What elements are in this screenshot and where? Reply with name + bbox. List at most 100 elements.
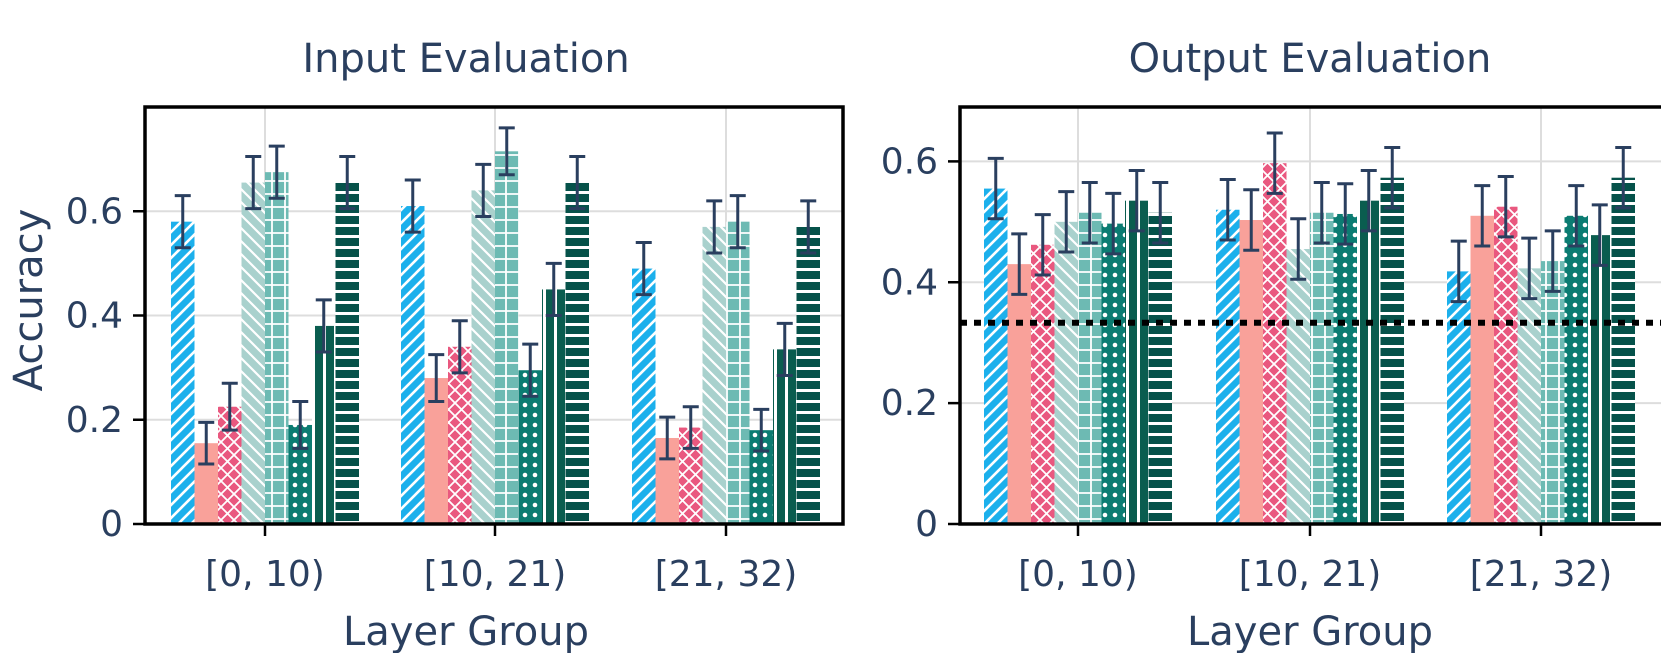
bar	[1216, 209, 1240, 524]
bar	[171, 221, 195, 525]
error-bar	[800, 199, 817, 255]
error-bar	[706, 199, 723, 255]
output-panel-title: Output Evaluation	[1129, 36, 1492, 82]
input-error-bars	[174, 126, 817, 466]
y-tick-label: 0	[915, 504, 938, 545]
y-tick-label: 0.4	[66, 296, 123, 337]
bar	[1007, 264, 1031, 524]
bar	[471, 190, 495, 524]
x-tick-label: [21, 32)	[655, 554, 798, 595]
x-tick-label: [0, 10)	[1018, 554, 1138, 595]
output-plot-frame	[958, 105, 1661, 526]
error-bar	[729, 194, 746, 250]
bar	[1031, 244, 1055, 524]
input-y-axis-label: Accuracy	[6, 209, 52, 392]
y-tick-label: 0.6	[66, 191, 123, 232]
bar	[1054, 221, 1078, 524]
bar	[1447, 271, 1471, 524]
error-bar	[221, 381, 238, 432]
output-bars	[984, 163, 1635, 525]
error-bar	[682, 405, 699, 450]
bar	[702, 226, 726, 524]
error-bar	[451, 319, 468, 375]
bar	[984, 188, 1008, 524]
bar	[448, 346, 472, 524]
bar	[1148, 212, 1172, 524]
bar	[218, 406, 242, 524]
bar	[679, 427, 703, 524]
bar	[241, 182, 265, 525]
y-tick-label: 0.2	[66, 400, 123, 441]
error-bar	[428, 353, 445, 404]
error-bar	[1313, 181, 1330, 245]
bar	[265, 172, 289, 524]
error-bar	[753, 407, 770, 453]
x-tick-label: [10, 21)	[424, 554, 567, 595]
y-tick-label: 0	[100, 504, 123, 545]
input-evaluation-panel: Input Evaluation Accuracy Layer Group 00…	[6, 36, 845, 653]
error-bar	[1544, 229, 1561, 293]
bar	[1588, 235, 1612, 524]
error-bar	[987, 156, 1004, 221]
input-x-ticks: [0, 10) [10, 21) [21, 32)	[205, 524, 797, 595]
bar	[1564, 215, 1588, 525]
error-bar	[1615, 145, 1632, 210]
x-tick-label: [21, 32)	[1470, 554, 1613, 595]
y-tick-label: 0.4	[881, 262, 938, 303]
error-bar	[1128, 168, 1145, 233]
error-bar	[545, 261, 562, 317]
bar	[424, 378, 448, 524]
error-bar	[1450, 239, 1467, 304]
error-bar	[174, 194, 191, 250]
bar	[1239, 220, 1263, 524]
error-bar	[1384, 145, 1401, 210]
error-bar	[475, 162, 492, 218]
error-bar	[1568, 184, 1585, 248]
bar	[1333, 213, 1357, 525]
bar	[796, 226, 820, 524]
input-bars	[171, 151, 820, 525]
bar	[1357, 200, 1381, 524]
bar	[1078, 212, 1102, 524]
bar	[1541, 261, 1565, 524]
bar	[749, 430, 773, 524]
bar	[1517, 268, 1541, 524]
error-bar	[1081, 181, 1098, 245]
bar	[1310, 212, 1334, 524]
error-bar	[1521, 236, 1538, 301]
bar	[495, 151, 519, 524]
error-bar	[498, 126, 515, 177]
output-y-ticks: 0 0.2 0.4 0.6	[881, 141, 960, 545]
bar	[542, 289, 566, 524]
error-bar	[404, 178, 421, 234]
error-bar	[1337, 182, 1354, 246]
error-bar	[1011, 232, 1028, 296]
error-bar	[1474, 184, 1491, 248]
bar	[1286, 249, 1310, 525]
bar	[1470, 215, 1494, 525]
error-bar	[659, 415, 676, 461]
bar	[632, 268, 656, 524]
error-bar	[1266, 131, 1283, 195]
bar	[565, 182, 589, 525]
bar	[1611, 177, 1635, 525]
error-bar	[1497, 175, 1514, 239]
error-bar	[1219, 178, 1236, 242]
output-error-bars	[987, 131, 1632, 304]
bar	[335, 182, 359, 525]
error-bar	[1290, 217, 1307, 281]
bar	[1101, 223, 1125, 524]
error-bar	[198, 420, 215, 466]
y-tick-label: 0.2	[881, 383, 938, 424]
bar	[1380, 177, 1404, 525]
error-bar	[339, 155, 356, 211]
bar	[1263, 163, 1287, 524]
bar	[518, 370, 542, 524]
y-tick-label: 0.6	[881, 141, 938, 182]
bar	[401, 206, 425, 524]
error-bar	[569, 155, 586, 211]
output-x-axis-label: Layer Group	[1187, 609, 1433, 653]
error-bar	[1152, 181, 1169, 245]
error-bar	[1058, 190, 1075, 254]
